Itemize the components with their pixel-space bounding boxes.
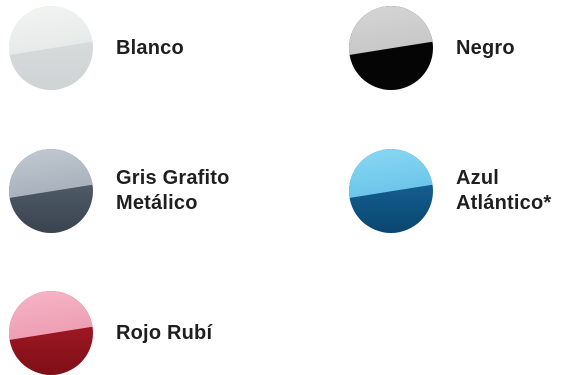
color-label-line: Rojo Rubí (116, 321, 213, 344)
swatch-rojo-rubi[interactable] (9, 291, 93, 375)
swatch-azul-atlantico[interactable] (349, 149, 433, 233)
color-option-negro[interactable]: Negro (349, 6, 515, 90)
color-label-line: Gris Grafito (116, 167, 230, 189)
color-option-azul-atlantico[interactable]: Azul Atlántico* (349, 149, 551, 233)
color-label-blanco: Blanco (116, 36, 184, 61)
swatch-gris-grafito[interactable] (9, 149, 93, 233)
color-label-azul-atlantico: Azul Atlántico* (456, 166, 551, 216)
color-label-line: Metálico (116, 192, 198, 214)
color-option-gris-grafito[interactable]: Gris Grafito Metálico (9, 149, 230, 233)
color-option-rojo-rubi[interactable]: Rojo Rubí (9, 291, 212, 375)
swatch-blanco[interactable] (9, 6, 93, 90)
color-label-line: Blanco (116, 36, 184, 59)
color-option-blanco[interactable]: Blanco (9, 6, 184, 90)
color-label-line: Atlántico* (456, 192, 552, 214)
swatch-negro[interactable] (349, 6, 433, 90)
color-label-gris-grafito: Gris Grafito Metálico (116, 166, 230, 216)
color-label-negro: Negro (456, 36, 515, 61)
color-label-line: Negro (456, 36, 515, 59)
color-label-line: Azul (456, 167, 500, 189)
color-label-rojo-rubi: Rojo Rubí (116, 321, 212, 346)
